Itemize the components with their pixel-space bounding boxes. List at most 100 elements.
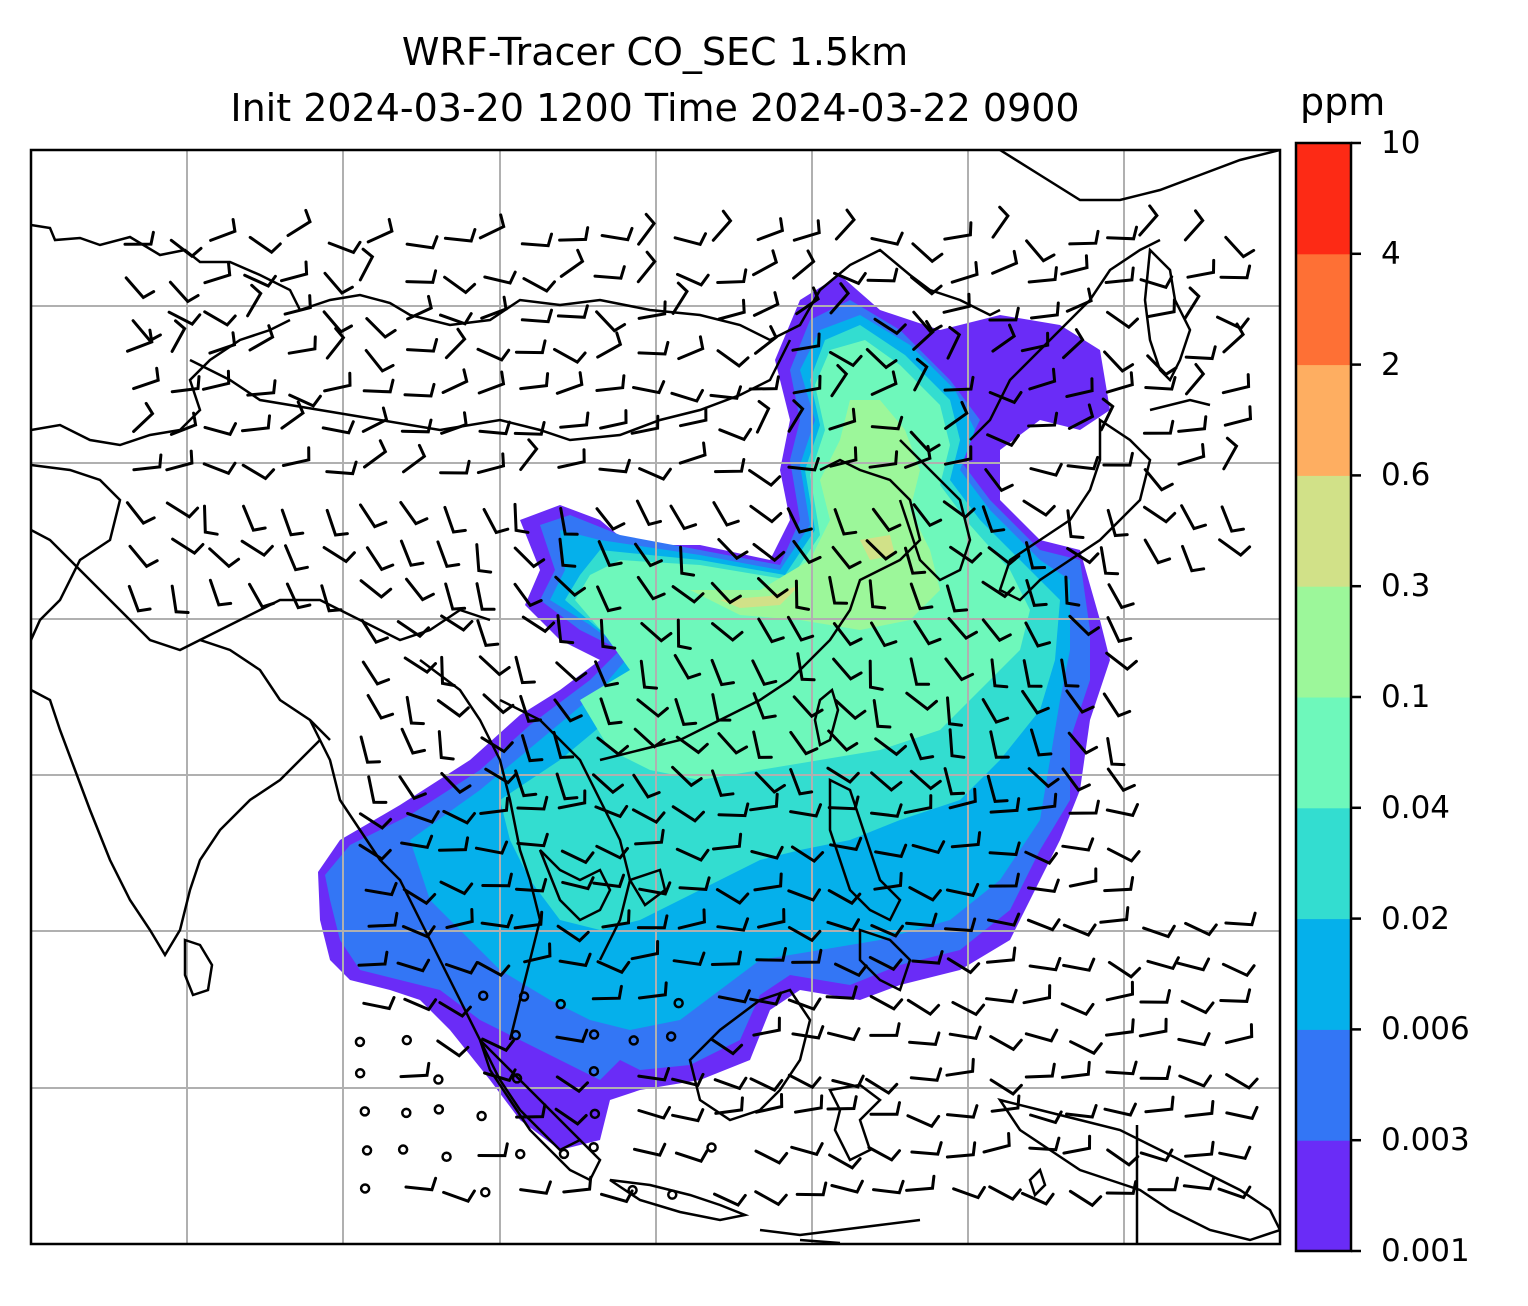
wind-barb — [711, 622, 744, 642]
wind-barb — [984, 468, 1014, 493]
colorbar-band — [1296, 475, 1351, 587]
wind-barb — [402, 888, 437, 906]
wind-barb — [673, 654, 702, 680]
wind-barb — [1176, 957, 1211, 972]
wind-barb — [403, 997, 438, 1012]
wind-barb — [124, 276, 156, 300]
wind-barb — [555, 371, 584, 395]
colorbar-tick-label: 0.3 — [1381, 568, 1431, 605]
wind-barb — [636, 575, 666, 601]
wind-barb — [755, 399, 771, 434]
colorbar-band — [1296, 697, 1351, 809]
calm-wind-marker — [518, 991, 530, 1002]
wind-barb — [910, 275, 943, 296]
wind-barb — [909, 733, 935, 761]
wind-barb — [557, 789, 587, 810]
wind-barb — [947, 617, 978, 641]
wind-barb — [285, 582, 312, 610]
wind-barb — [946, 696, 963, 727]
wind-barb — [1030, 301, 1060, 320]
wind-barb — [1223, 405, 1253, 427]
wind-barb — [280, 260, 309, 283]
wind-barb — [1143, 468, 1174, 492]
calm-wind-marker — [433, 1074, 444, 1085]
wind-barb — [679, 545, 696, 577]
wind-barb — [672, 951, 706, 966]
calm-wind-marker — [397, 1144, 409, 1155]
wind-barb — [123, 230, 155, 246]
wind-barb — [1224, 235, 1256, 259]
wind-barb — [832, 622, 863, 647]
wind-barb — [637, 981, 668, 1000]
wind-barb — [439, 312, 473, 326]
wind-barb — [558, 537, 577, 568]
wind-barb — [519, 372, 550, 391]
wind-barb — [559, 248, 585, 278]
wind-barb — [556, 924, 590, 943]
wind-barb — [360, 618, 389, 645]
wind-barb — [248, 324, 275, 352]
wind-barb — [635, 499, 662, 527]
wind-barb — [323, 371, 352, 393]
wind-barb — [1099, 397, 1115, 432]
calm-wind-marker — [667, 1189, 678, 1200]
wind-barb — [600, 226, 634, 242]
wind-barb — [792, 219, 821, 242]
wind-barb — [757, 577, 789, 599]
calm-wind-marker — [627, 1184, 638, 1196]
wind-barb — [478, 655, 511, 677]
wind-barb — [748, 375, 780, 391]
wind-barb — [1143, 538, 1172, 565]
wind-barb — [596, 331, 623, 359]
wind-barb — [640, 622, 673, 643]
wind-barb — [1138, 1017, 1168, 1038]
wind-barbs — [123, 204, 1259, 1208]
wind-barb — [523, 942, 552, 964]
calm-wind-marker — [628, 1035, 639, 1046]
wind-barb — [990, 1094, 1021, 1113]
wind-barb — [942, 500, 976, 520]
wind-barb — [521, 734, 544, 763]
wind-barb — [599, 409, 628, 430]
wind-barb — [553, 698, 583, 723]
wind-barb — [911, 242, 944, 264]
wind-barb — [982, 1132, 1011, 1154]
wind-barb — [638, 881, 672, 896]
wind-barb — [1178, 1074, 1212, 1088]
wind-barb — [831, 545, 862, 570]
wind-barb — [556, 304, 589, 319]
colorbar-tick-label: 0.04 — [1381, 789, 1451, 826]
wind-barb — [169, 238, 203, 259]
calm-wind-marker — [441, 1151, 452, 1162]
wind-barb — [865, 348, 898, 370]
wind-barb — [676, 272, 710, 287]
wind-barb — [909, 657, 931, 686]
colorbar-tick-label: 0.003 — [1381, 1122, 1470, 1159]
wind-barb — [1062, 328, 1085, 360]
wind-barb — [170, 319, 187, 353]
wind-barb — [557, 448, 586, 469]
wind-barb — [632, 380, 666, 395]
wind-barb — [866, 267, 899, 283]
wind-barb — [749, 991, 783, 1006]
wind-barb — [948, 1025, 982, 1040]
wind-barb — [559, 411, 590, 429]
wind-barb — [241, 463, 276, 481]
wind-barb — [1177, 415, 1208, 433]
wind-barb — [753, 872, 783, 892]
wind-barb — [321, 420, 355, 435]
wind-barb — [444, 582, 467, 611]
wind-barb — [481, 872, 513, 888]
wind-barb — [675, 735, 709, 755]
wind-barb — [710, 658, 735, 687]
wind-barb — [1105, 1060, 1138, 1076]
wind-barb — [366, 694, 395, 720]
wind-barb — [833, 271, 867, 286]
wind-barb — [711, 209, 733, 242]
wind-barb — [396, 620, 430, 639]
wind-barb — [637, 340, 670, 356]
colorbar-tick-label: 10 — [1381, 125, 1421, 161]
wind-barb — [754, 771, 786, 794]
calm-wind-marker — [511, 1073, 523, 1084]
wind-barb — [908, 1031, 941, 1046]
